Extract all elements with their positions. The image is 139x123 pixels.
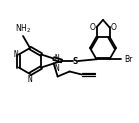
Text: N: N (28, 75, 32, 84)
Text: N: N (54, 64, 59, 73)
Text: S: S (73, 56, 78, 66)
Text: N: N (54, 54, 59, 63)
Text: O: O (89, 23, 95, 32)
Text: NH$_2$: NH$_2$ (15, 23, 31, 35)
Text: O: O (111, 23, 117, 32)
Text: Br: Br (125, 55, 133, 64)
Text: N: N (14, 50, 18, 59)
